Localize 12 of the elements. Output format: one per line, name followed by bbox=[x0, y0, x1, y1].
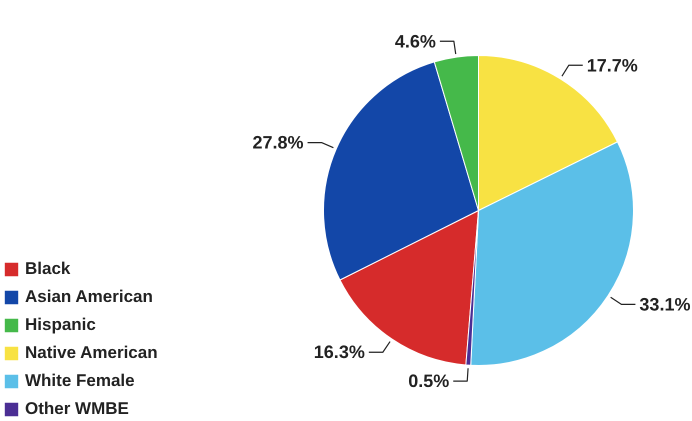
data-label: 17.7% bbox=[586, 55, 638, 76]
data-label: 27.8% bbox=[252, 132, 304, 153]
data-label: 16.3% bbox=[314, 342, 365, 362]
data-label: 4.6% bbox=[394, 31, 436, 52]
legend-label: Native American bbox=[25, 343, 158, 363]
legend-label: Black bbox=[25, 259, 70, 279]
legend-label: Hispanic bbox=[25, 315, 96, 335]
legend-label: White Female bbox=[25, 371, 135, 391]
data-label: 0.5% bbox=[408, 371, 450, 392]
legend-label: Other WMBE bbox=[25, 399, 129, 419]
data-label: 33.1% bbox=[639, 294, 690, 314]
legend-label: Asian American bbox=[25, 287, 153, 307]
